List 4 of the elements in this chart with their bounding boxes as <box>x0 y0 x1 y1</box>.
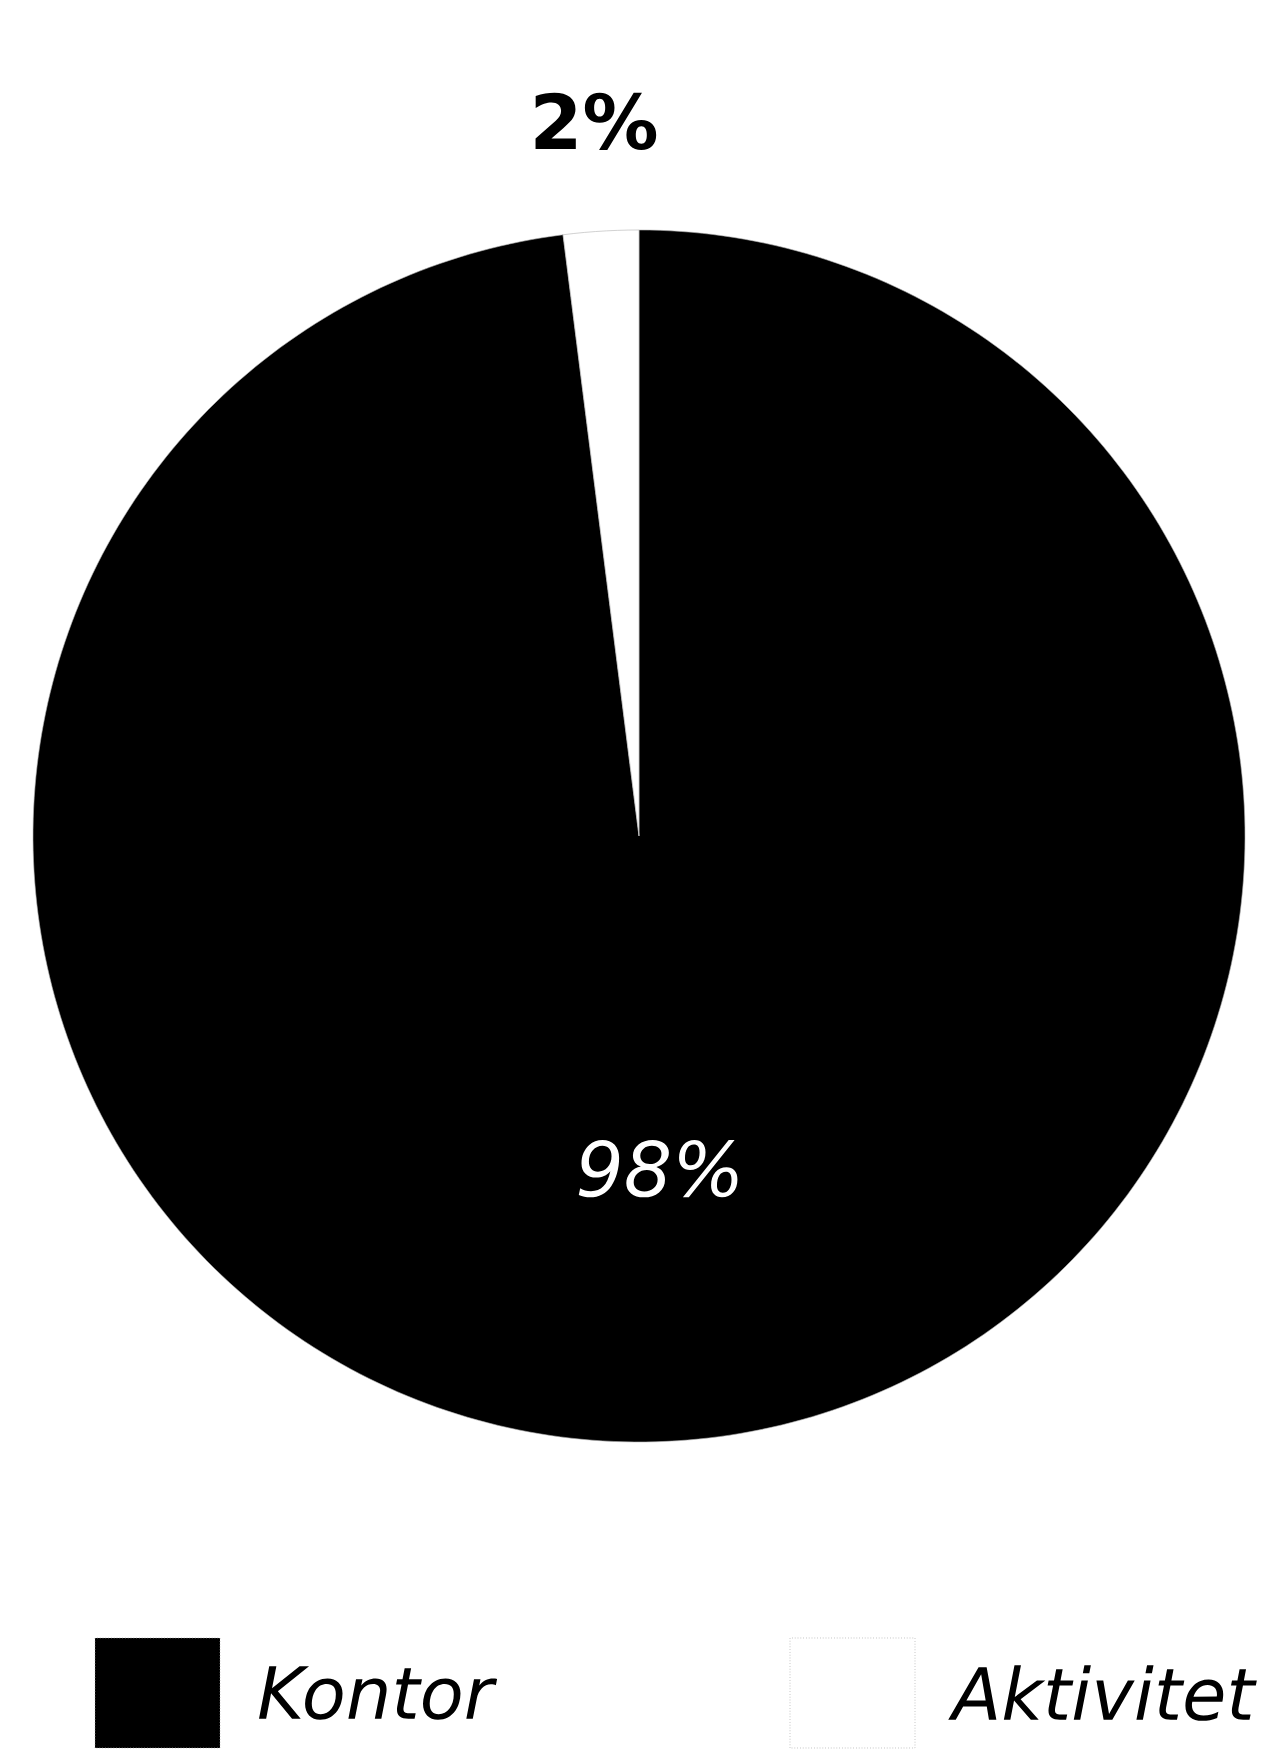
data-label: 2% <box>535 92 657 151</box>
legend-label: Aktivitet <box>948 1665 1257 1721</box>
data-label: 98% <box>578 1139 738 1198</box>
legend-label: Kontor <box>259 1666 498 1720</box>
